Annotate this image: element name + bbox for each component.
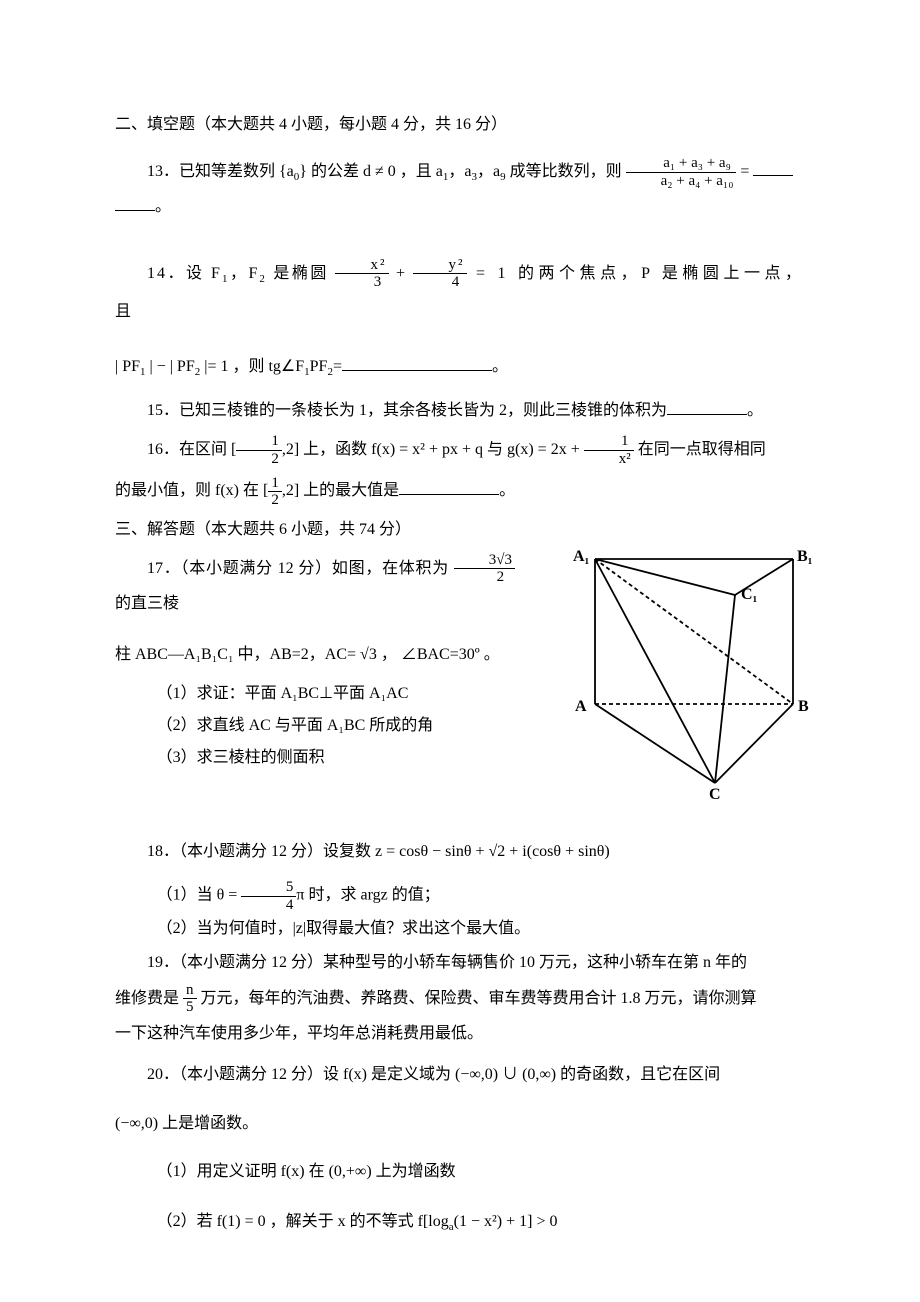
- prism-diagram: A₁ B₁ C₁ A B C: [565, 541, 815, 801]
- q13-frac: a₁ + a₃ + a₉a₂ + a₄ + a₁₀: [626, 155, 737, 189]
- q13-tail: 。: [155, 198, 171, 215]
- question-14-line2: | PF1 | − | PF2 |= 1 ，则 tg∠F1PF2=。: [115, 349, 805, 384]
- q16-frac1-den: 2: [236, 451, 282, 468]
- q15-blank: [667, 414, 747, 415]
- q13-frac-num: a₁ + a₃ + a₉: [626, 155, 737, 173]
- svg-text:B: B: [798, 698, 809, 715]
- question-19-line2: 维修费是 n5 万元，每年的汽油费、养路费、保险费、审车费等费用合计 1.8 万…: [115, 981, 805, 1016]
- q16-mid1: ,2] 上，函数 f(x) = x² + px + q 与 g(x) = 2x …: [282, 441, 584, 458]
- question-13: 13．已知等差数列 {a0} 的公差 d ≠ 0 ，且 a1，a3，a9 成等比…: [115, 154, 805, 225]
- q13-mid3: ，a: [477, 163, 500, 180]
- q18-p1a: （1）当 θ =: [157, 887, 242, 904]
- q16-mid2: 在同一点取得相同: [634, 441, 766, 458]
- question-16: 16．在区间 [12,2] 上，函数 f(x) = x² + px + q 与 …: [115, 432, 805, 467]
- q14-mid2: 是椭圆: [267, 265, 336, 282]
- q14-frac1: x²3: [335, 257, 389, 291]
- q19-frac-num: n: [183, 982, 197, 1000]
- svg-text:A₁: A₁: [573, 548, 590, 565]
- question-19-line3: 一下这种汽车使用多少年，平均年总消耗费用最低。: [115, 1016, 805, 1051]
- q18-p1: （1）当 θ = 54π 时，求 argz 的值；: [115, 879, 805, 913]
- question-20-line1: 20．（本小题满分 12 分）设 f(x) 是定义域为 (−∞,0) ∪ (0,…: [115, 1057, 805, 1092]
- q16-frac1-num: 1: [236, 433, 282, 451]
- q14-tail: 。: [492, 358, 508, 375]
- q20-p2a: （2）若 f(1) = 0 ，解关于 x 的不等式 f[log: [157, 1213, 449, 1230]
- question-15: 15．已知三棱锥的一条棱长为 1，其余各棱长皆为 2，则此三棱锥的体积为 。: [115, 393, 805, 428]
- q15-text: 15．已知三棱锥的一条棱长为 1，其余各棱长皆为 2，则此三棱锥的体积为: [147, 402, 667, 419]
- q16-blank: [399, 494, 499, 495]
- q16-frac1b: 12: [268, 475, 282, 509]
- q13-prefix: 13．已知等差数列 {a: [147, 163, 294, 180]
- q18-p1b: π 时，求 argz 的值；: [296, 887, 439, 904]
- q19-l2b: 万元，每年的汽油费、养路费、保险费、审车费等费用合计 1.8 万元，请你测算: [197, 990, 757, 1007]
- q17-frac-num: 3√3: [454, 552, 515, 570]
- q14-frac2-den: 4: [413, 274, 467, 291]
- q18-frac-num: 5: [241, 879, 296, 897]
- q14-s2: 2: [259, 273, 267, 285]
- q14-blank: [342, 370, 492, 371]
- question-16-line2: 的最小值，则 f(x) 在 [12,2] 上的最大值是 。: [115, 473, 805, 508]
- q14-l2b: | − | PF: [146, 358, 195, 375]
- q17-mid: 的直三棱: [115, 595, 179, 612]
- q17-frac-den: 2: [454, 569, 515, 586]
- q20-p2: （2）若 f(1) = 0 ，解关于 x 的不等式 f[loga(1 − x²)…: [115, 1206, 805, 1238]
- question-19-line1: 19．（本小题满分 12 分）某种型号的小轿车每辆售价 10 万元，这种小轿车在…: [115, 945, 805, 980]
- q16-frac2-num: 1: [584, 433, 634, 451]
- q19-l2a: 维修费是: [115, 990, 183, 1007]
- q16-frac2-den: x²: [584, 451, 634, 468]
- question-18-line1: 18．（本小题满分 12 分）设复数 z = cosθ − sinθ + √2 …: [115, 834, 805, 869]
- q20-p1: （1）用定义证明 f(x) 在 (0,+∞) 上为增函数: [115, 1156, 805, 1188]
- q17-frac: 3√32: [454, 552, 515, 586]
- q16-frac1: 12: [236, 433, 282, 467]
- q14-frac2-num: y²: [413, 257, 467, 275]
- q13-blank-2: [115, 210, 155, 211]
- q14-l2e: =: [333, 358, 342, 375]
- q13-eq: =: [736, 163, 753, 180]
- question-17-wrap: 17．（本小题满分 12 分）如图，在体积为 3√32 的直三棱 柱 ABC—A…: [115, 551, 805, 775]
- q15-tail: 。: [747, 402, 763, 419]
- svg-text:C: C: [709, 786, 721, 801]
- q17-prefix: 17．（本小题满分 12 分）如图，在体积为: [147, 560, 454, 577]
- q14-l2c: |= 1 ，则 tg∠F: [200, 358, 304, 375]
- question-20-line2: (−∞,0) 上是增函数。: [115, 1106, 805, 1141]
- q14-mid1: ，F: [229, 265, 259, 282]
- q13-mid2: ，a: [448, 163, 471, 180]
- q14-prefix: 14．设 F: [147, 265, 222, 282]
- q16-mid3: ,2] 上的最大值是: [282, 482, 399, 499]
- question-17-line2: 柱 ABC—A₁B₁C₁ 中，AB=2，AC= √3 ， ∠BAC=30º 。: [115, 637, 515, 672]
- q14-plus: +: [389, 265, 413, 282]
- q14-frac1-num: x²: [335, 257, 389, 275]
- q16-l2: 的最小值，则 f(x) 在 [: [115, 482, 268, 499]
- q14-l2a: | PF: [115, 358, 140, 375]
- q13-mid4: 成等比数列，则: [506, 163, 626, 180]
- q19-frac-den: 5: [183, 999, 197, 1016]
- q16-frac1b-den: 2: [268, 492, 282, 509]
- section-2-title: 二、填空题（本大题共 4 小题，每小题 4 分，共 16 分）: [115, 110, 805, 134]
- q18-frac: 54: [241, 879, 296, 913]
- q14-frac2: y²4: [413, 257, 467, 291]
- question-14: 14．设 F1，F2 是椭圆 x²3 + y²4 = 1 的两个焦点，P 是椭圆…: [115, 255, 805, 332]
- q16-frac1b-num: 1: [268, 475, 282, 493]
- question-17-line1: 17．（本小题满分 12 分）如图，在体积为 3√32 的直三棱: [115, 551, 515, 622]
- section-3-title: 三、解答题（本大题共 6 小题，共 74 分）: [115, 515, 805, 539]
- svg-text:C₁: C₁: [741, 586, 758, 603]
- q19-frac: n5: [183, 982, 197, 1016]
- svg-text:B₁: B₁: [797, 548, 813, 565]
- q20-p2b: (1 − x²) + 1] > 0: [454, 1213, 558, 1230]
- q17-p2: （2）求直线 AC 与平面 A₁BC 所成的角: [115, 710, 515, 742]
- q14-frac1-den: 3: [335, 274, 389, 291]
- q16-prefix: 16．在区间 [: [147, 441, 236, 458]
- q13-frac-den: a₂ + a₄ + a₁₀: [626, 173, 737, 190]
- q13-mid1: } 的公差 d ≠ 0 ，且 a: [299, 163, 443, 180]
- svg-text:A: A: [575, 698, 587, 715]
- q17-p1: （1）求证：平面 A₁BC⊥平面 A₁AC: [115, 678, 515, 710]
- q13-blank-1: [753, 175, 793, 176]
- q16-frac2: 1x²: [584, 433, 634, 467]
- q16-tail: 。: [499, 482, 515, 499]
- q18-p2: （2）当为何值时，|z|取得最大值？求出这个最大值。: [115, 913, 805, 945]
- q18-frac-den: 4: [241, 897, 296, 914]
- q17-p3: （3）求三棱柱的侧面积: [115, 742, 515, 774]
- q14-l2d: PF: [310, 358, 328, 375]
